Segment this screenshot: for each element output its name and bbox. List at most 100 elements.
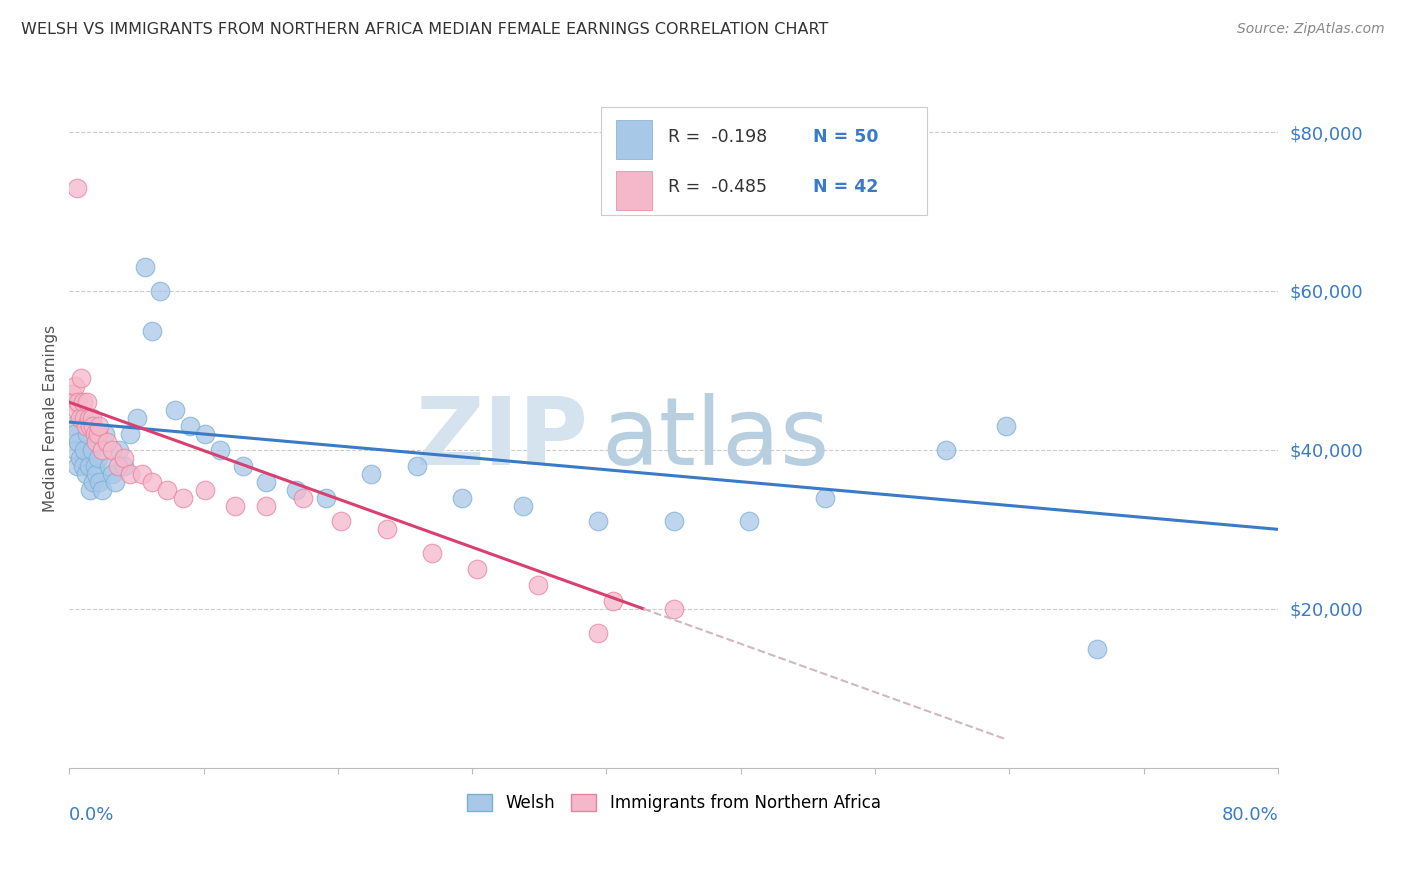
Point <box>91 442 114 457</box>
Point <box>89 475 111 489</box>
Point <box>315 491 337 505</box>
Text: N = 42: N = 42 <box>813 178 877 196</box>
Point <box>738 515 761 529</box>
Point <box>62 395 84 409</box>
Point <box>100 467 122 481</box>
Point <box>586 625 609 640</box>
Text: 0.0%: 0.0% <box>69 806 115 824</box>
Point <box>75 467 97 481</box>
Point <box>131 467 153 481</box>
Point <box>118 427 141 442</box>
Text: R =  -0.198: R = -0.198 <box>668 128 766 145</box>
Point <box>77 411 100 425</box>
FancyBboxPatch shape <box>602 107 928 215</box>
Point <box>76 427 98 442</box>
Point <box>586 515 609 529</box>
Point <box>420 546 443 560</box>
Point <box>82 419 104 434</box>
Point <box>67 434 90 449</box>
Point <box>86 467 108 481</box>
Point <box>82 475 104 489</box>
Point <box>465 562 488 576</box>
Point <box>935 442 957 457</box>
Point <box>330 515 353 529</box>
Point <box>134 260 156 274</box>
Point <box>662 602 685 616</box>
Point <box>70 371 93 385</box>
Text: ZIP: ZIP <box>416 393 589 485</box>
Point <box>89 419 111 434</box>
Point <box>69 411 91 425</box>
Bar <box>616 171 652 210</box>
Text: WELSH VS IMMIGRANTS FROM NORTHERN AFRICA MEDIAN FEMALE EARNINGS CORRELATION CHAR: WELSH VS IMMIGRANTS FROM NORTHERN AFRICA… <box>21 22 828 37</box>
Point <box>209 442 232 457</box>
Point <box>360 467 382 481</box>
Point <box>69 450 91 465</box>
Point <box>79 483 101 497</box>
Text: N = 50: N = 50 <box>813 128 879 145</box>
Point <box>72 395 94 409</box>
Point <box>254 499 277 513</box>
Point <box>163 403 186 417</box>
Point <box>96 434 118 449</box>
Point <box>91 483 114 497</box>
Point <box>84 458 107 473</box>
Point <box>73 411 96 425</box>
Point <box>179 419 201 434</box>
Point <box>72 458 94 473</box>
Text: R =  -0.485: R = -0.485 <box>668 178 766 196</box>
Point <box>66 458 89 473</box>
Point <box>60 387 83 401</box>
Point <box>87 450 110 465</box>
Point <box>232 458 254 473</box>
Point <box>80 442 103 457</box>
Point <box>77 458 100 473</box>
Point <box>118 467 141 481</box>
Point <box>149 284 172 298</box>
Point <box>107 458 129 473</box>
Point <box>405 458 427 473</box>
Legend: Welsh, Immigrants from Northern Africa: Welsh, Immigrants from Northern Africa <box>460 788 887 819</box>
Point <box>66 180 89 194</box>
Point <box>127 411 149 425</box>
Point <box>75 419 97 434</box>
Point <box>86 434 108 449</box>
Point <box>254 475 277 489</box>
Point <box>108 442 131 457</box>
Point <box>156 483 179 497</box>
Point <box>60 419 83 434</box>
Point <box>87 427 110 442</box>
Point <box>526 578 548 592</box>
Point <box>375 522 398 536</box>
Point <box>141 475 163 489</box>
Point <box>112 450 135 465</box>
Point <box>103 475 125 489</box>
Bar <box>616 120 652 159</box>
Point <box>224 499 246 513</box>
Point <box>70 411 93 425</box>
Text: atlas: atlas <box>602 393 830 485</box>
Point <box>65 379 87 393</box>
Point <box>172 491 194 505</box>
Y-axis label: Median Female Earnings: Median Female Earnings <box>44 325 58 512</box>
Point <box>76 395 98 409</box>
Point <box>194 427 217 442</box>
Point <box>84 427 107 442</box>
Point <box>66 403 89 417</box>
Point <box>112 458 135 473</box>
Text: Source: ZipAtlas.com: Source: ZipAtlas.com <box>1237 22 1385 37</box>
Point <box>100 442 122 457</box>
Point <box>512 499 534 513</box>
Point <box>602 594 624 608</box>
Point <box>995 419 1018 434</box>
Point <box>65 442 87 457</box>
Point <box>67 395 90 409</box>
Text: 80.0%: 80.0% <box>1222 806 1278 824</box>
Point <box>80 411 103 425</box>
Point <box>79 419 101 434</box>
Point <box>292 491 315 505</box>
Point <box>94 427 117 442</box>
Point <box>73 442 96 457</box>
Point <box>141 324 163 338</box>
Point <box>814 491 837 505</box>
